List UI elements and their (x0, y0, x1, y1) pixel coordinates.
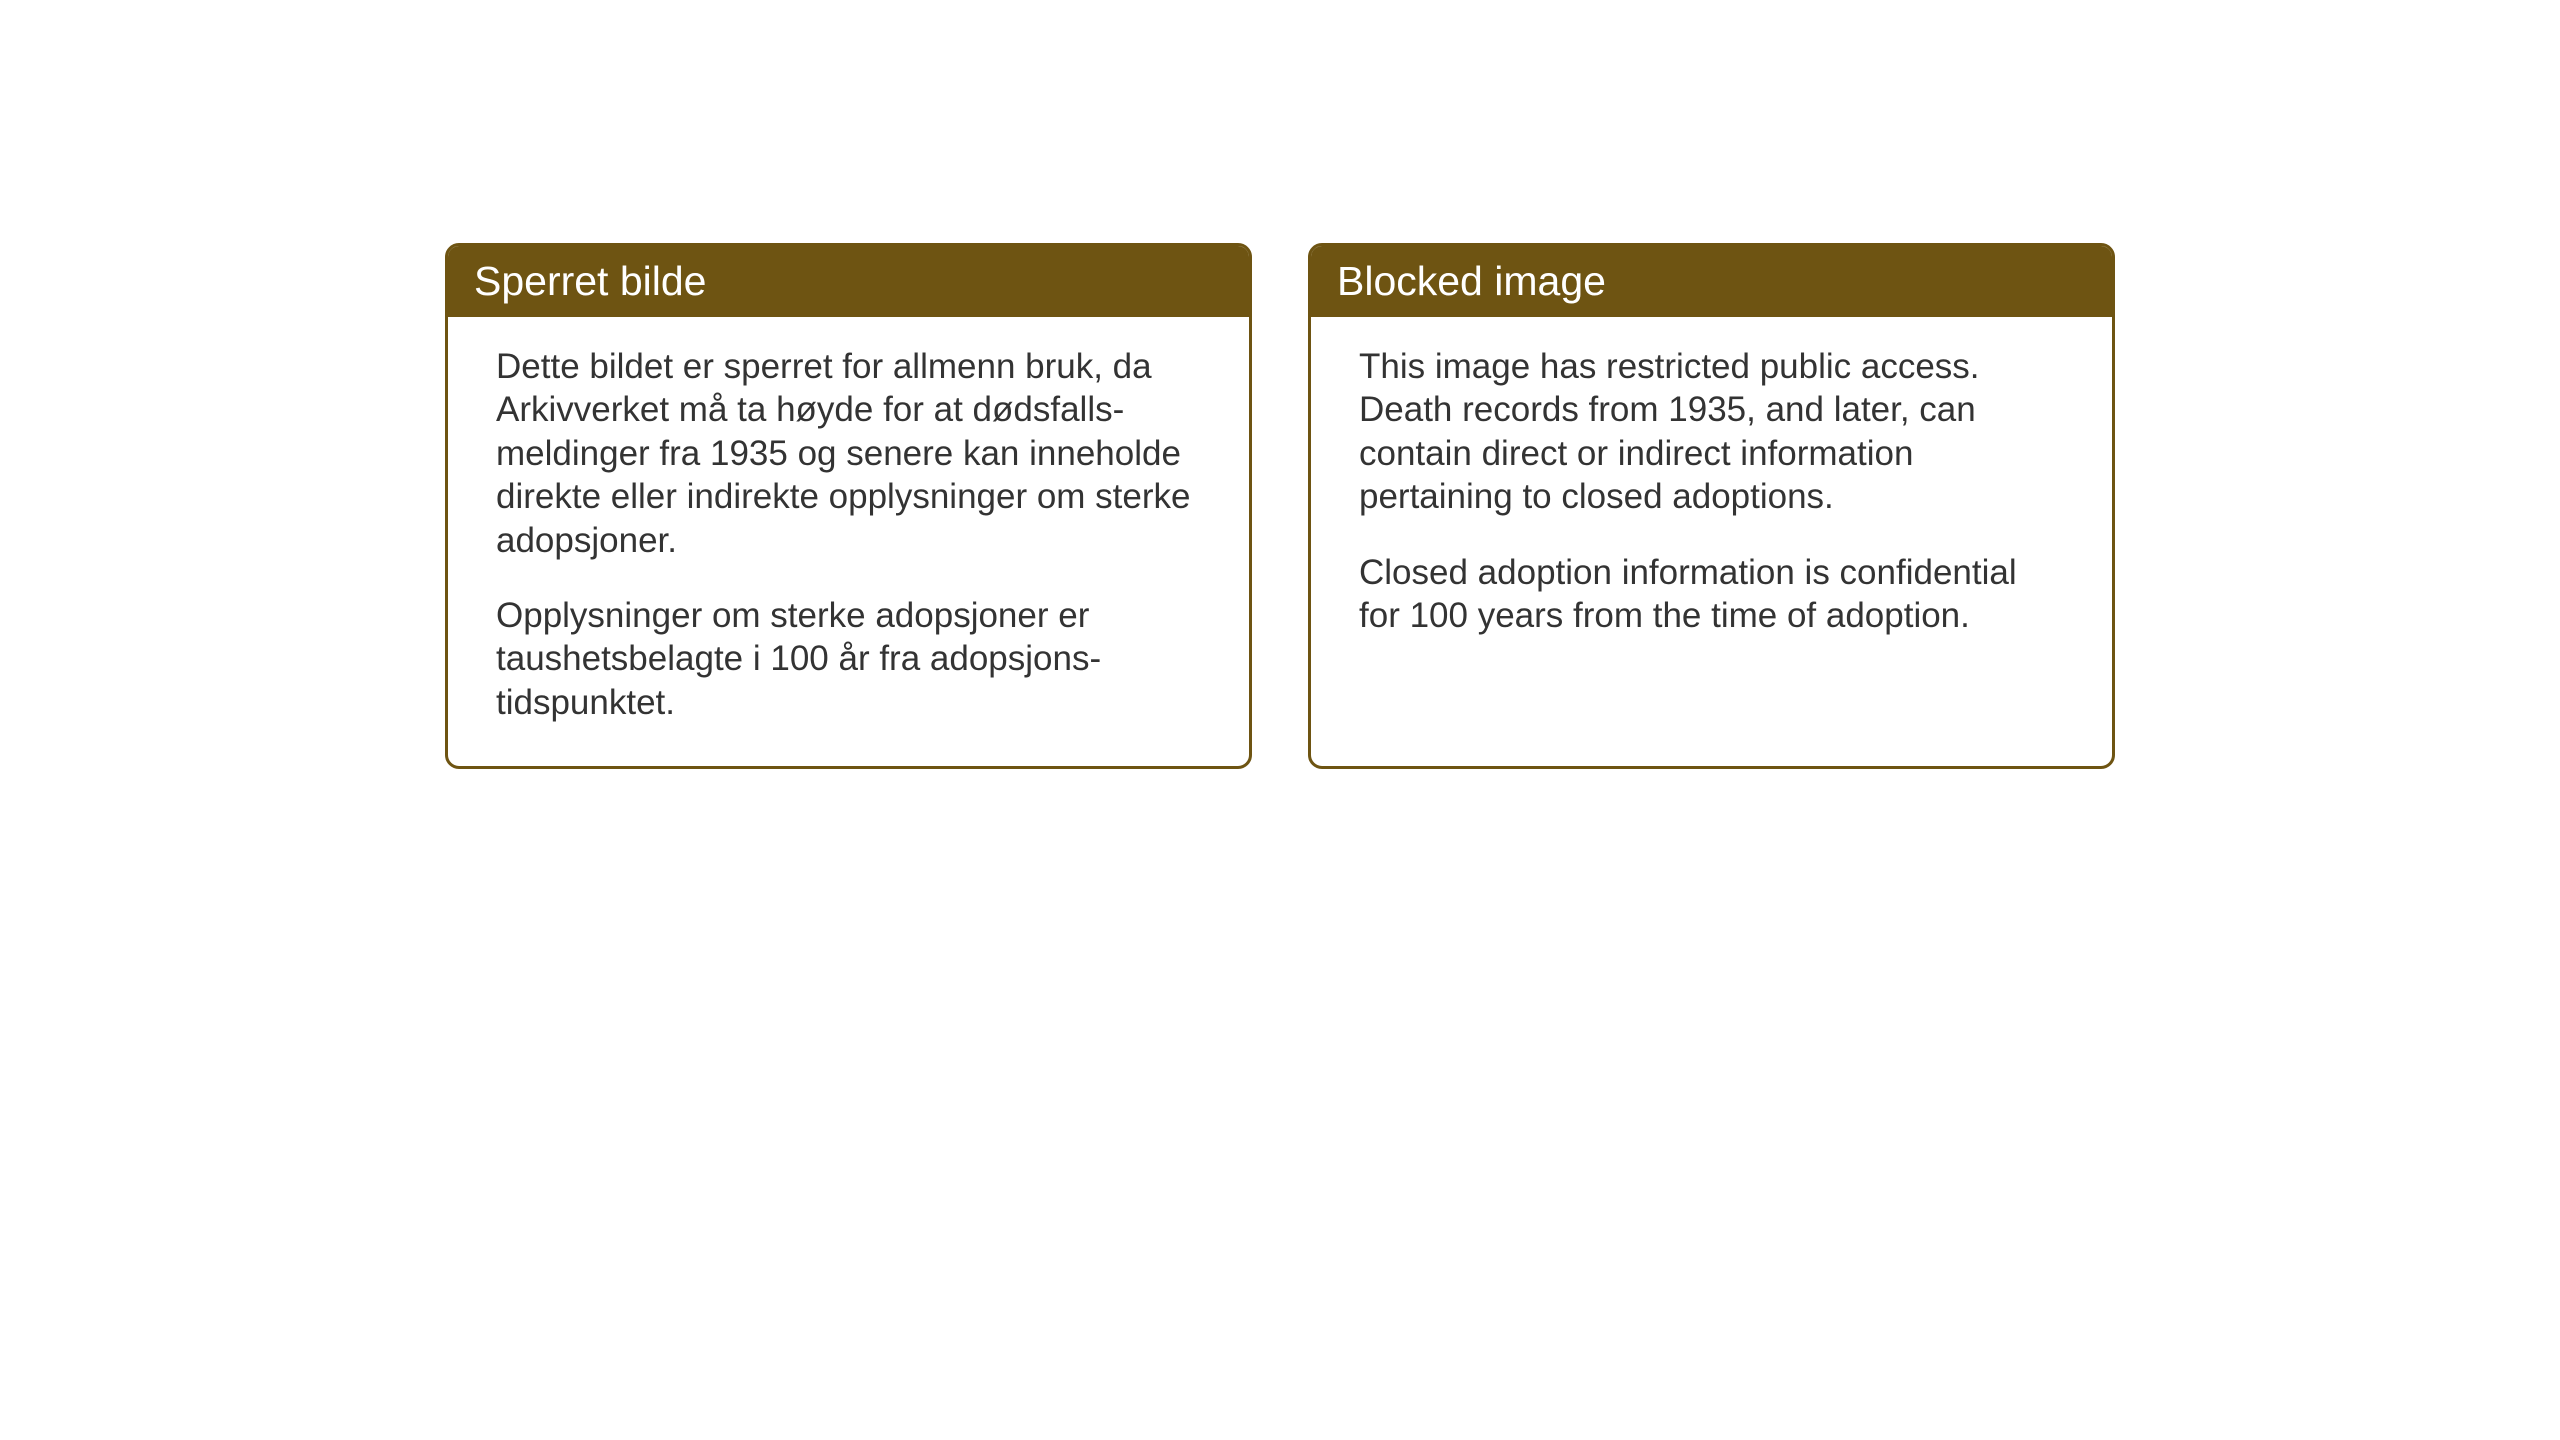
card-paragraph-1-norwegian: Dette bildet er sperret for allmenn bruk… (496, 345, 1201, 562)
card-paragraph-2-english: Closed adoption information is confident… (1359, 551, 2064, 638)
card-body-norwegian: Dette bildet er sperret for allmenn bruk… (448, 317, 1249, 766)
card-paragraph-2-norwegian: Opplysninger om sterke adopsjoner er tau… (496, 594, 1201, 724)
card-header-norwegian: Sperret bilde (448, 246, 1249, 317)
card-title-english: Blocked image (1337, 258, 1606, 304)
card-title-norwegian: Sperret bilde (474, 258, 706, 304)
notice-card-english: Blocked image This image has restricted … (1308, 243, 2115, 769)
card-header-english: Blocked image (1311, 246, 2112, 317)
notice-cards-container: Sperret bilde Dette bildet er sperret fo… (445, 243, 2115, 769)
card-body-english: This image has restricted public access.… (1311, 317, 2112, 679)
card-paragraph-1-english: This image has restricted public access.… (1359, 345, 2064, 519)
notice-card-norwegian: Sperret bilde Dette bildet er sperret fo… (445, 243, 1252, 769)
